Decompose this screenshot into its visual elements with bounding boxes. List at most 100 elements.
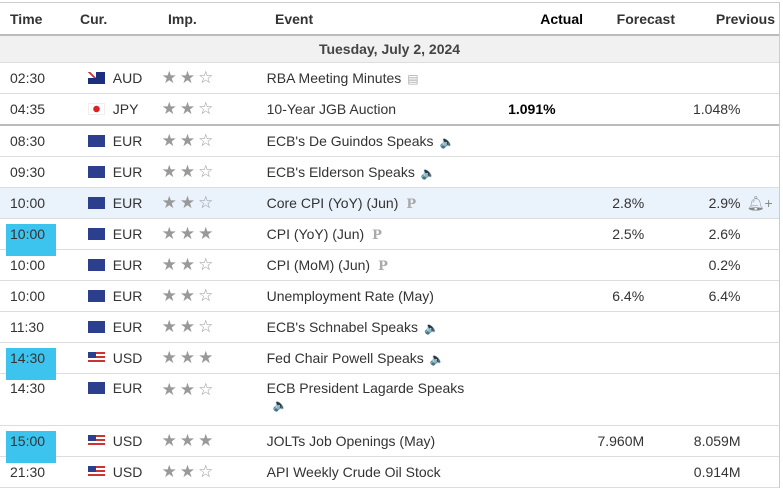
speaker-icon: 🔈 <box>420 166 436 180</box>
event-name[interactable]: RBA Meeting Minutes ▤ <box>266 70 419 86</box>
flag-eur-icon <box>87 382 105 394</box>
event-row[interactable]: 14:30 EUR ★★☆ ECB President Lagarde Spea… <box>0 374 779 426</box>
event-row[interactable]: 10:00 EUR ★★☆ CPI (MoM) (Jun) P 0.2% <box>0 250 779 281</box>
event-name[interactable]: CPI (MoM) (Jun) P <box>266 256 388 274</box>
importance-stars: ★★☆ <box>144 99 267 119</box>
currency: EUR <box>68 374 144 396</box>
forecast-value: 2.5% <box>612 226 645 242</box>
currency: EUR <box>68 257 144 273</box>
previous-value: 8.059M <box>693 433 741 449</box>
event-name[interactable]: Unemployment Rate (May) <box>266 288 434 304</box>
preliminary-icon: P <box>378 258 388 274</box>
event-row[interactable]: 15:00 USD ★★★ JOLTs Job Openings (May) 7… <box>0 426 779 463</box>
star-filled-icon: ★ <box>161 317 180 336</box>
star-filled-icon: ★ <box>161 348 180 367</box>
forecast-value <box>556 374 645 380</box>
star-filled-icon: ★ <box>161 99 180 118</box>
header-time[interactable]: Time <box>10 10 43 27</box>
header-forecast[interactable]: Forecast <box>616 10 675 27</box>
header-importance[interactable]: Imp. <box>168 10 197 27</box>
preliminary-icon: P <box>406 196 417 212</box>
star-filled-icon: ★ <box>198 348 217 367</box>
previous-value: 2.6% <box>708 226 741 242</box>
forecast-value: 2.8% <box>612 195 645 211</box>
flag-usd-icon <box>87 435 105 447</box>
star-filled-icon: ★ <box>161 255 180 274</box>
currency: AUD <box>68 70 144 86</box>
previous-value: 0.2% <box>708 257 741 273</box>
event-row[interactable]: 04:35 JPY ★★☆ 10-Year JGB Auction 1.091%… <box>0 94 779 126</box>
importance-stars: ★★☆ <box>144 462 267 482</box>
event-row[interactable]: 09:30 EUR ★★☆ ECB's Elderson Speaks 🔈 <box>0 157 779 188</box>
event-name[interactable]: 10-Year JGB Auction <box>266 101 397 117</box>
importance-stars: ★★☆ <box>144 68 267 88</box>
event-name[interactable]: CPI (YoY) (Jun) P <box>266 225 382 243</box>
event-time: 08:30 <box>10 133 46 149</box>
bell-plus-icon[interactable]: 🔔︎+ <box>746 194 773 211</box>
event-name[interactable]: Fed Chair Powell Speaks 🔈 <box>266 350 445 366</box>
currency: USD <box>68 464 144 480</box>
event-row[interactable]: 21:30 USD ★★☆ API Weekly Crude Oil Stock… <box>0 457 779 488</box>
star-filled-icon: ★ <box>198 431 217 450</box>
speaker-icon: 🔈 <box>272 398 288 412</box>
event-name[interactable]: ECB President Lagarde Speaks 🔈 <box>266 380 465 412</box>
currency: EUR <box>68 319 144 335</box>
star-filled-icon: ★ <box>161 193 180 212</box>
header-previous[interactable]: Previous <box>715 10 775 27</box>
preliminary-icon: P <box>372 227 382 243</box>
header-event[interactable]: Event <box>275 10 314 27</box>
importance-stars: ★★☆ <box>144 131 267 151</box>
star-empty-icon: ☆ <box>198 286 217 305</box>
previous-value: 1.048% <box>693 101 741 117</box>
event-row[interactable]: 11:30 EUR ★★☆ ECB's Schnabel Speaks 🔈 <box>0 312 779 343</box>
event-row[interactable]: 10:00 EUR ★★★ CPI (YoY) (Jun) P 2.5% 2.6% <box>0 219 779 256</box>
event-row[interactable]: 10:00 EUR ★★☆ Unemployment Rate (May) 6.… <box>0 281 779 312</box>
header-currency[interactable]: Cur. <box>80 10 108 27</box>
event-name[interactable]: ECB's Schnabel Speaks 🔈 <box>266 319 439 335</box>
event-row[interactable]: 14:30 USD ★★★ Fed Chair Powell Speaks 🔈 <box>0 343 779 380</box>
event-name[interactable]: ECB's Elderson Speaks 🔈 <box>266 164 436 180</box>
alert-cell: 🔔︎+ <box>740 195 779 212</box>
currency: EUR <box>68 195 144 211</box>
speaker-icon: 🔈 <box>439 135 455 149</box>
event-time: 10:00 <box>0 224 68 256</box>
flag-eur-icon <box>87 166 105 178</box>
actual-value: 1.091% <box>508 101 556 117</box>
date-row: Tuesday, July 2, 2024 <box>0 36 779 63</box>
star-filled-icon: ★ <box>179 224 199 243</box>
star-filled-icon: ★ <box>161 68 180 87</box>
forecast-value: 6.4% <box>612 288 645 304</box>
importance-stars: ★★☆ <box>144 193 267 213</box>
event-time: 14:30 <box>0 348 68 380</box>
document-icon: ▤ <box>407 72 419 86</box>
importance-stars: ★★☆ <box>144 162 267 182</box>
event-name[interactable]: JOLTs Job Openings (May) <box>266 433 436 449</box>
event-name[interactable]: Core CPI (YoY) (Jun) P <box>266 194 417 212</box>
speaker-icon: 🔈 <box>423 321 439 335</box>
event-row[interactable]: 08:30 EUR ★★☆ ECB's De Guindos Speaks 🔈 <box>0 126 779 157</box>
star-filled-icon: ★ <box>179 462 199 481</box>
star-filled-icon: ★ <box>161 431 180 450</box>
event-name[interactable]: API Weekly Crude Oil Stock <box>266 464 441 480</box>
star-empty-icon: ☆ <box>198 99 217 118</box>
importance-stars: ★★☆ <box>144 255 267 275</box>
importance-stars: ★★☆ <box>144 317 267 337</box>
flag-eur-icon <box>87 290 105 302</box>
importance-stars: ★★☆ <box>144 374 267 400</box>
header-actual[interactable]: Actual <box>540 10 583 27</box>
star-filled-icon: ★ <box>161 224 180 243</box>
event-row[interactable]: 10:00 EUR ★★☆ Core CPI (YoY) (Jun) P 2.8%… <box>0 188 779 219</box>
previous-value <box>644 374 740 380</box>
event-row[interactable]: 02:30 AUD ★★☆ RBA Meeting Minutes ▤ <box>0 63 779 94</box>
importance-stars: ★★★ <box>144 348 267 368</box>
currency: USD <box>68 433 144 449</box>
event-time: 04:35 <box>10 101 46 117</box>
event-time: 02:30 <box>10 70 46 86</box>
star-filled-icon: ★ <box>161 131 180 150</box>
flag-aud-icon <box>87 72 105 84</box>
event-time: 14:30 <box>10 380 46 396</box>
event-name[interactable]: ECB's De Guindos Speaks 🔈 <box>266 133 455 149</box>
flag-usd-icon <box>87 466 105 478</box>
flag-eur-icon <box>87 228 105 240</box>
flag-usd-icon <box>87 352 105 364</box>
